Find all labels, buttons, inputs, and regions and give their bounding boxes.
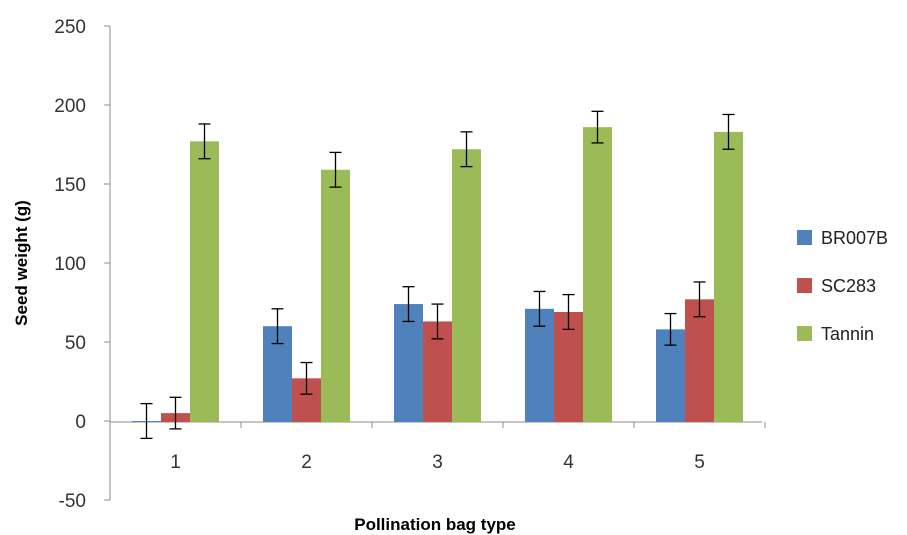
bar — [452, 149, 481, 423]
y-tick-label: 0 — [75, 412, 86, 433]
x-tick-label: 2 — [301, 452, 312, 473]
x-axis-title: Pollination bag type — [354, 515, 516, 534]
y-axis-title: Seed weight (g) — [12, 200, 31, 326]
legend-swatch — [797, 326, 812, 341]
bar — [685, 299, 714, 422]
x-tick-label: 1 — [170, 452, 181, 473]
x-tick-label: 3 — [432, 452, 443, 473]
bar — [714, 131, 743, 423]
y-tick-label: 250 — [54, 17, 86, 38]
bar — [394, 304, 423, 422]
bar — [190, 141, 219, 422]
bar — [525, 308, 554, 422]
y-tick-label: -50 — [59, 491, 86, 512]
bar — [583, 127, 612, 423]
x-tick-label: 4 — [563, 452, 574, 473]
bar — [554, 311, 583, 422]
y-tick-label: 50 — [65, 333, 86, 354]
y-tick-label: 150 — [54, 175, 86, 196]
bar — [321, 169, 350, 422]
legend-swatch — [797, 230, 812, 245]
legend-label: SC283 — [821, 276, 876, 296]
legend-label: BR007B — [821, 228, 888, 248]
y-tick-label: 200 — [54, 96, 86, 117]
y-tick-label: 100 — [54, 254, 86, 275]
legend-swatch — [797, 278, 812, 293]
bars-layer — [132, 127, 743, 423]
y-axis-ticks: -50 0 50 100 150 200 250 — [54, 17, 110, 512]
error-bars-layer — [140, 110, 735, 440]
x-tick-label: 5 — [694, 452, 705, 473]
legend-label: Tannin — [821, 324, 874, 344]
x-axis-ticks: 1 2 3 4 5 — [109, 422, 766, 473]
legend: BR007B SC283 Tannin — [797, 228, 888, 344]
